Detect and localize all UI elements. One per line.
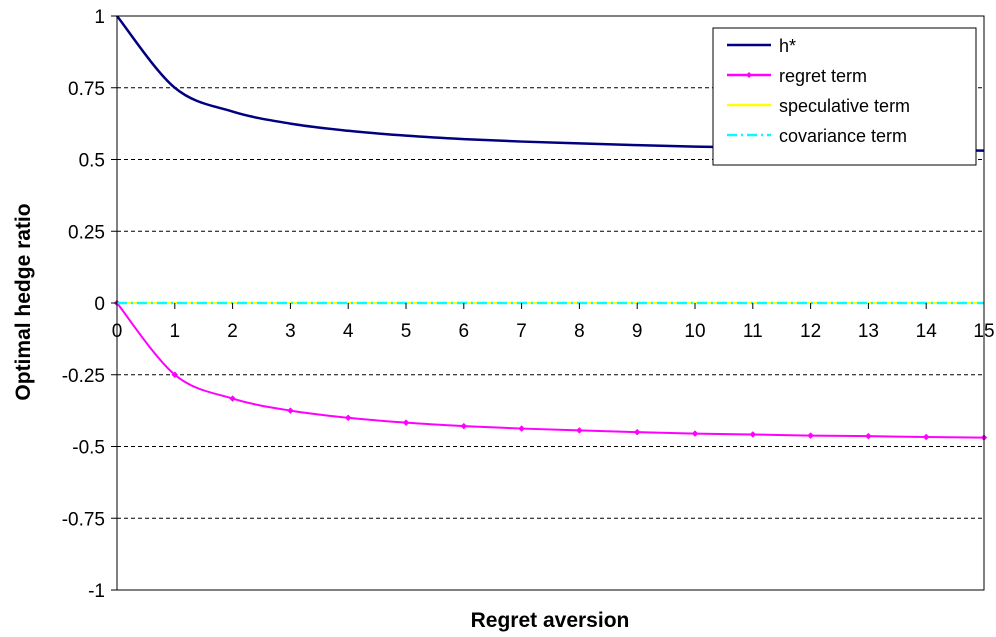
y-tick-label: -1 xyxy=(88,581,105,602)
legend-label-speculative-term: speculative term xyxy=(779,96,910,116)
legend-box xyxy=(712,27,977,166)
y-tick-label: -0.25 xyxy=(62,366,105,387)
x-tick-label: 11 xyxy=(743,321,763,342)
tick-labels: 10.750.50.250-0.25-0.5-0.75-10 1 2 3 4 5 6 7 8 9 1… xyxy=(62,7,995,602)
x-tick-label: 1 xyxy=(170,321,181,342)
y-tick-label: 0 xyxy=(94,294,105,315)
y-tick-label: 0.75 xyxy=(68,79,105,100)
x-tick-label: 10 xyxy=(684,321,705,342)
y-tick-label: 1 xyxy=(94,7,105,28)
y-tick-label: 0.25 xyxy=(68,222,105,243)
series-line-regret-term xyxy=(116,302,985,439)
x-tick-label: 6 xyxy=(459,321,470,342)
x-tick-label: 9 xyxy=(632,321,643,342)
data-point-regret-term xyxy=(865,432,872,440)
data-point-regret-term xyxy=(460,422,468,430)
x-tick-label: 4 xyxy=(343,321,354,342)
data-point-regret-term xyxy=(807,432,814,439)
data-point-regret-term xyxy=(344,414,352,422)
x-tick-label: 2 xyxy=(227,321,238,342)
y-tick-label: 0.5 xyxy=(79,151,105,172)
x-tick-label: 14 xyxy=(916,321,938,342)
data-point-regret-term xyxy=(229,395,236,402)
x-tick-label: 0 xyxy=(112,321,123,342)
data-point-regret-term xyxy=(402,419,410,427)
data-point-regret-term xyxy=(691,430,699,437)
x-tick-label: 8 xyxy=(574,321,585,342)
legend-label-h: h* xyxy=(779,36,796,56)
legend-label-covariance-term: covariance term xyxy=(779,126,907,146)
x-tick-label: 12 xyxy=(800,321,821,342)
data-point-regret-term xyxy=(922,433,930,441)
x-tick-label: 13 xyxy=(858,321,879,342)
data-point-regret-term xyxy=(576,427,583,434)
data-point-regret-term xyxy=(287,407,294,414)
x-axis-title: Regret aversion xyxy=(471,609,630,632)
legend-marker-regret-term xyxy=(746,72,752,78)
x-tick-label: 5 xyxy=(401,321,412,342)
y-tick-label: -0.75 xyxy=(62,509,105,530)
data-point-regret-term xyxy=(633,428,641,436)
data-point-regret-term xyxy=(171,371,179,379)
y-axis-title: Optimal hedge ratio xyxy=(12,203,35,400)
legend-label-regret-term: regret term xyxy=(779,66,867,86)
x-tick-label: 15 xyxy=(973,321,994,342)
data-point-regret-term xyxy=(749,431,757,438)
axes xyxy=(111,15,985,591)
x-tick-label: 3 xyxy=(285,321,296,342)
y-tick-label: -0.5 xyxy=(72,438,105,459)
x-tick-label: 7 xyxy=(516,321,527,342)
legend: h* regret term speculative term covariance … xyxy=(712,27,977,166)
data-point-regret-term xyxy=(518,425,525,432)
